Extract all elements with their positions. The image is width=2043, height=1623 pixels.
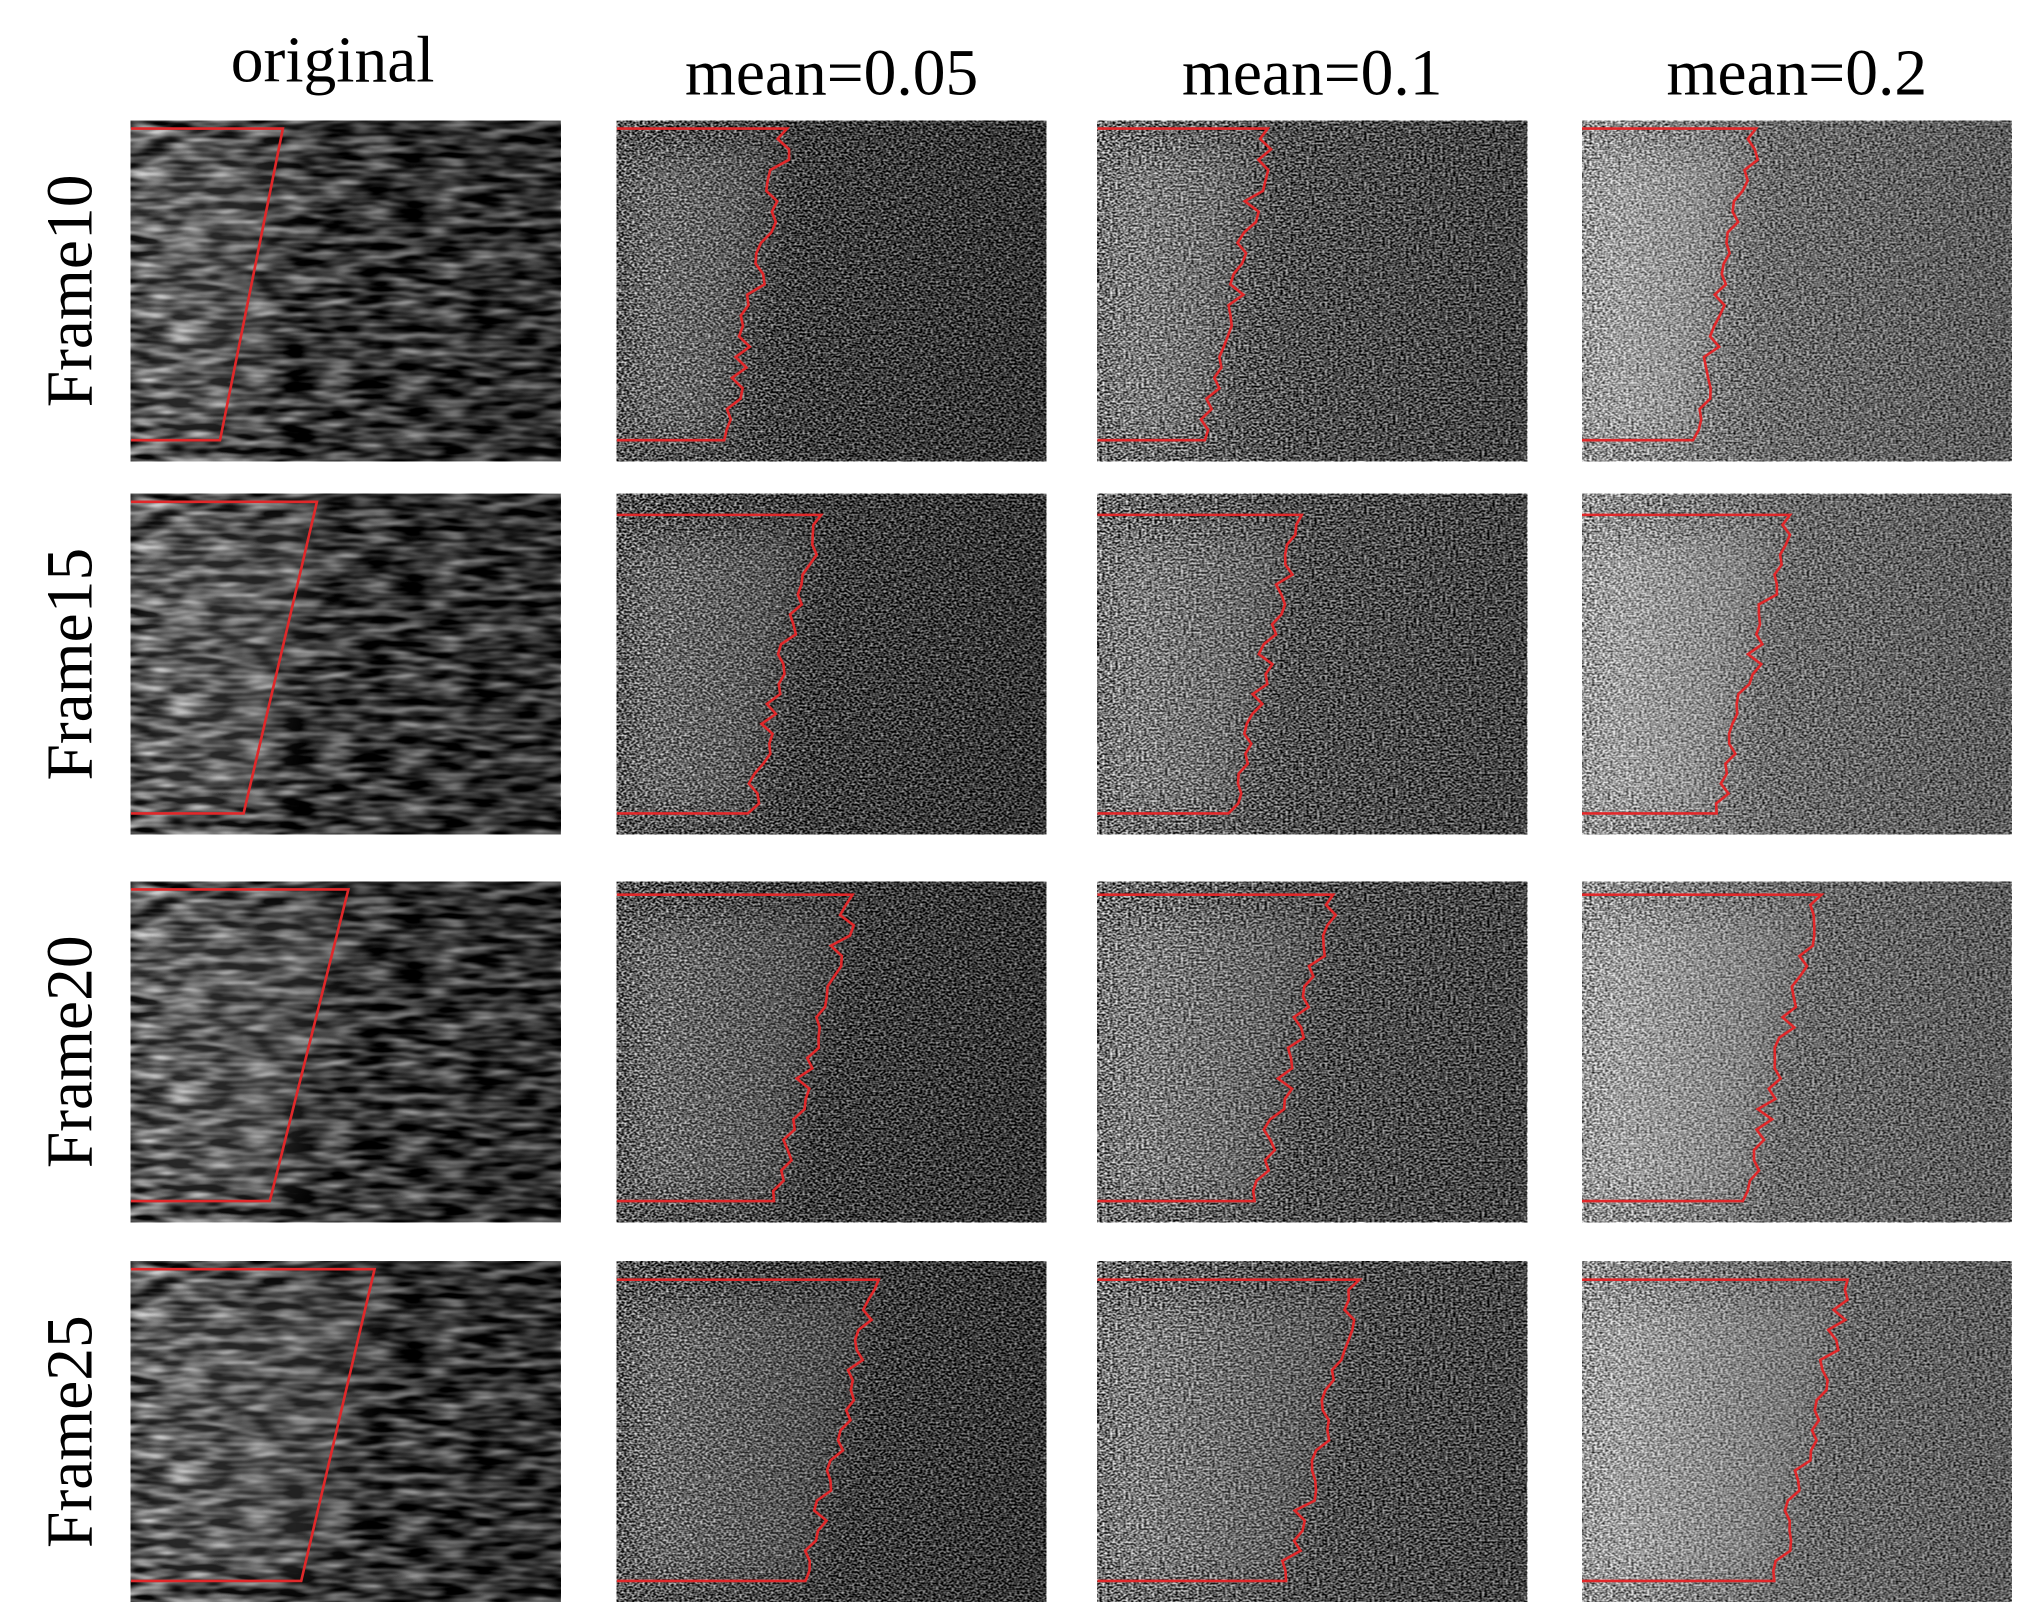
ultrasound-image <box>130 881 561 1223</box>
row-label: Frame10 <box>35 175 107 408</box>
segmentation-boundary <box>130 127 285 442</box>
column-header: mean=0.1 <box>1182 37 1443 109</box>
ultrasound-image <box>130 120 561 462</box>
column-header: mean=0.2 <box>1667 37 1928 109</box>
segmentation-boundary <box>616 127 791 442</box>
ultrasound-image <box>616 1261 1047 1602</box>
ultrasound-image <box>1582 120 2012 462</box>
segmentation-boundary <box>616 1278 881 1583</box>
row-label: Frame15 <box>35 548 107 781</box>
ultrasound-image <box>616 881 1047 1223</box>
ultrasound-image <box>616 120 1047 462</box>
row-label: Frame20 <box>35 935 107 1168</box>
segmentation-boundary <box>1097 893 1338 1203</box>
column-header: mean=0.05 <box>685 37 978 109</box>
segmentation-boundary <box>1582 127 1760 442</box>
segmentation-boundary <box>1582 1278 1850 1583</box>
ultrasound-image <box>1582 881 2012 1223</box>
ultrasound-image <box>1097 1261 1528 1602</box>
segmentation-boundary <box>1582 893 1825 1203</box>
segmentation-boundary <box>616 513 824 815</box>
row-label: Frame25 <box>35 1315 107 1548</box>
segmentation-boundary <box>616 893 856 1203</box>
ultrasound-image <box>1582 1261 2012 1602</box>
segmentation-boundary <box>130 888 351 1203</box>
ultrasound-image <box>1097 120 1528 462</box>
ultrasound-image <box>130 1261 561 1602</box>
segmentation-boundary <box>1097 1278 1363 1583</box>
segmentation-boundary <box>1097 513 1304 815</box>
column-header: original <box>231 24 435 96</box>
ultrasound-image <box>616 493 1047 835</box>
segmentation-boundary <box>1097 127 1273 442</box>
ultrasound-image <box>1097 881 1528 1223</box>
segmentation-boundary <box>130 500 319 815</box>
segmentation-boundary <box>130 1267 377 1583</box>
ultrasound-image <box>1582 493 2012 835</box>
ultrasound-image <box>130 493 561 835</box>
segmentation-boundary <box>1582 513 1793 815</box>
ultrasound-image <box>1097 493 1528 835</box>
